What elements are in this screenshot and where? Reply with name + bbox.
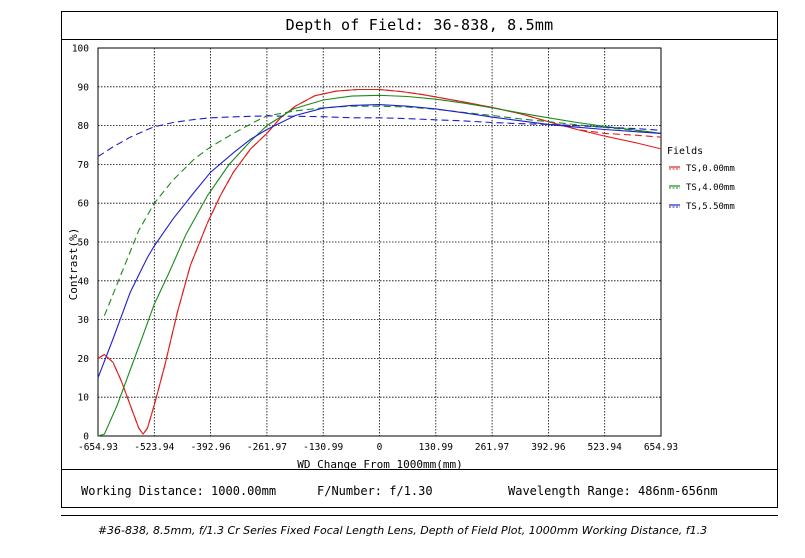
- x-tick-label: 130.99: [419, 442, 454, 453]
- y-tick-label: 70: [78, 160, 90, 171]
- f-number-info: F/Number: f/1.30: [317, 484, 433, 498]
- y-tick-label: 90: [78, 82, 90, 93]
- x-tick-label: -392.96: [191, 442, 231, 453]
- series-line-ts-4-00mm-dashed: [103, 105, 662, 316]
- y-tick-label: 0: [83, 432, 89, 443]
- y-axis-label: Contrast(%): [67, 228, 80, 301]
- series-line-ts-4-00mm-solid: [97, 94, 662, 437]
- grid: [97, 47, 662, 437]
- y-tick-label: 30: [78, 315, 90, 326]
- series-group: [97, 88, 662, 437]
- legend-label: TS,4.00mm: [686, 183, 735, 193]
- y-tick-label: 100: [72, 44, 89, 55]
- y-tick-label: 40: [78, 276, 90, 287]
- tick-labels: -654.93 -523.94 -392.96 -261.97 -130.99 0 130.…: [72, 44, 678, 454]
- series-line-ts-5-50mm-dashed: [97, 115, 662, 158]
- legend-title: Fields: [667, 146, 703, 157]
- y-tick-label: 50: [78, 238, 90, 249]
- info-band: Working Distance: 1000.00mm F/Number: f/…: [62, 469, 777, 510]
- working-distance-info: Working Distance: 1000.00mm: [81, 484, 277, 498]
- x-tick-label: -654.93: [78, 442, 118, 453]
- x-tick-label: 654.93: [644, 442, 678, 453]
- y-tick-label: 20: [78, 354, 90, 365]
- plot-area-border: [97, 47, 662, 437]
- y-tick-label: 60: [78, 199, 90, 210]
- y-tick-label: 80: [78, 121, 90, 132]
- x-tick-label: 0: [377, 442, 383, 453]
- x-tick-label: -523.94: [134, 442, 174, 453]
- x-tick-label: -261.97: [247, 442, 287, 453]
- x-tick-label: 523.94: [588, 442, 623, 453]
- legend-label: TS,0.00mm: [686, 164, 735, 174]
- figure-caption: #36-838, 8.5mm, f/1.3 Cr Series Fixed Fo…: [97, 524, 708, 537]
- x-tick-label: 392.96: [531, 442, 566, 453]
- title-band: Depth of Field: 36-838, 8.5mm: [62, 12, 777, 40]
- x-axis-label: WD Change From 1000mm(mm): [297, 458, 463, 471]
- x-tick-label: -130.99: [303, 442, 343, 453]
- legend: Fields TS,0.00mm TS,4.00mm TS,5.50mm: [667, 146, 735, 212]
- x-tick-label: 261.97: [475, 442, 509, 453]
- series-line-ts-5-50mm-solid: [97, 104, 662, 378]
- y-tick-label: 10: [78, 393, 90, 404]
- caption-divider: [61, 515, 778, 516]
- wavelength-info: Wavelength Range: 486nm-656nm: [508, 484, 718, 498]
- legend-label: TS,5.50mm: [686, 202, 735, 212]
- chart-title: Depth of Field: 36-838, 8.5mm: [285, 16, 554, 34]
